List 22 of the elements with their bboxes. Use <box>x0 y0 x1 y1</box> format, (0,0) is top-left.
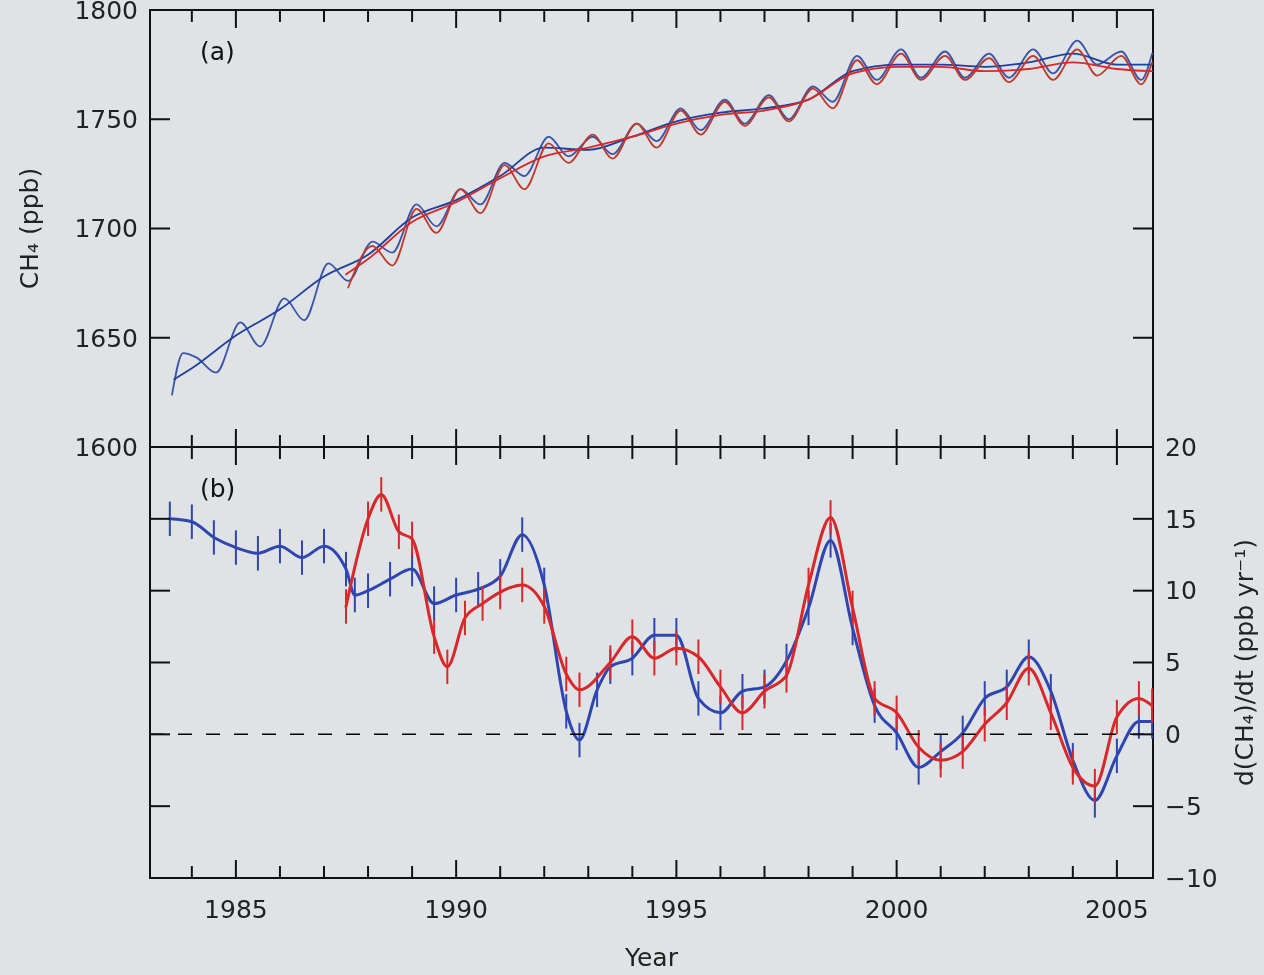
y-axis-title: CH₄ (ppb) <box>15 167 44 290</box>
y2-tick-label: 20 <box>1165 432 1197 462</box>
y2-axis-title: d(CH₄)/dt (ppb yr⁻¹) <box>1230 538 1259 787</box>
y-tick-label: 1800 <box>74 0 138 25</box>
y-tick-label: 1700 <box>74 214 138 244</box>
annotation: (b) <box>200 474 236 503</box>
x-tick-label: 2000 <box>864 895 929 924</box>
y2-tick-label: −5 <box>1165 791 1202 821</box>
y-tick-label: 1750 <box>74 105 138 134</box>
y2-tick-label: 5 <box>1165 648 1181 678</box>
y-tick-label: 1650 <box>74 323 138 353</box>
x-tick-label: 1995 <box>644 895 709 924</box>
x-axis-title: Year <box>624 943 679 972</box>
x-tick-label: 1985 <box>204 895 268 924</box>
x-tick-label: 1990 <box>424 895 488 924</box>
y2-tick-label: 10 <box>1165 576 1197 606</box>
x-tick-label: 2005 <box>1085 895 1149 924</box>
annotation: (a) <box>200 37 235 66</box>
y-tick-label: 1600 <box>74 432 138 462</box>
y2-tick-label: 15 <box>1165 504 1197 534</box>
y2-tick-label: 0 <box>1165 720 1181 750</box>
y2-tick-label: −10 <box>1165 863 1218 893</box>
